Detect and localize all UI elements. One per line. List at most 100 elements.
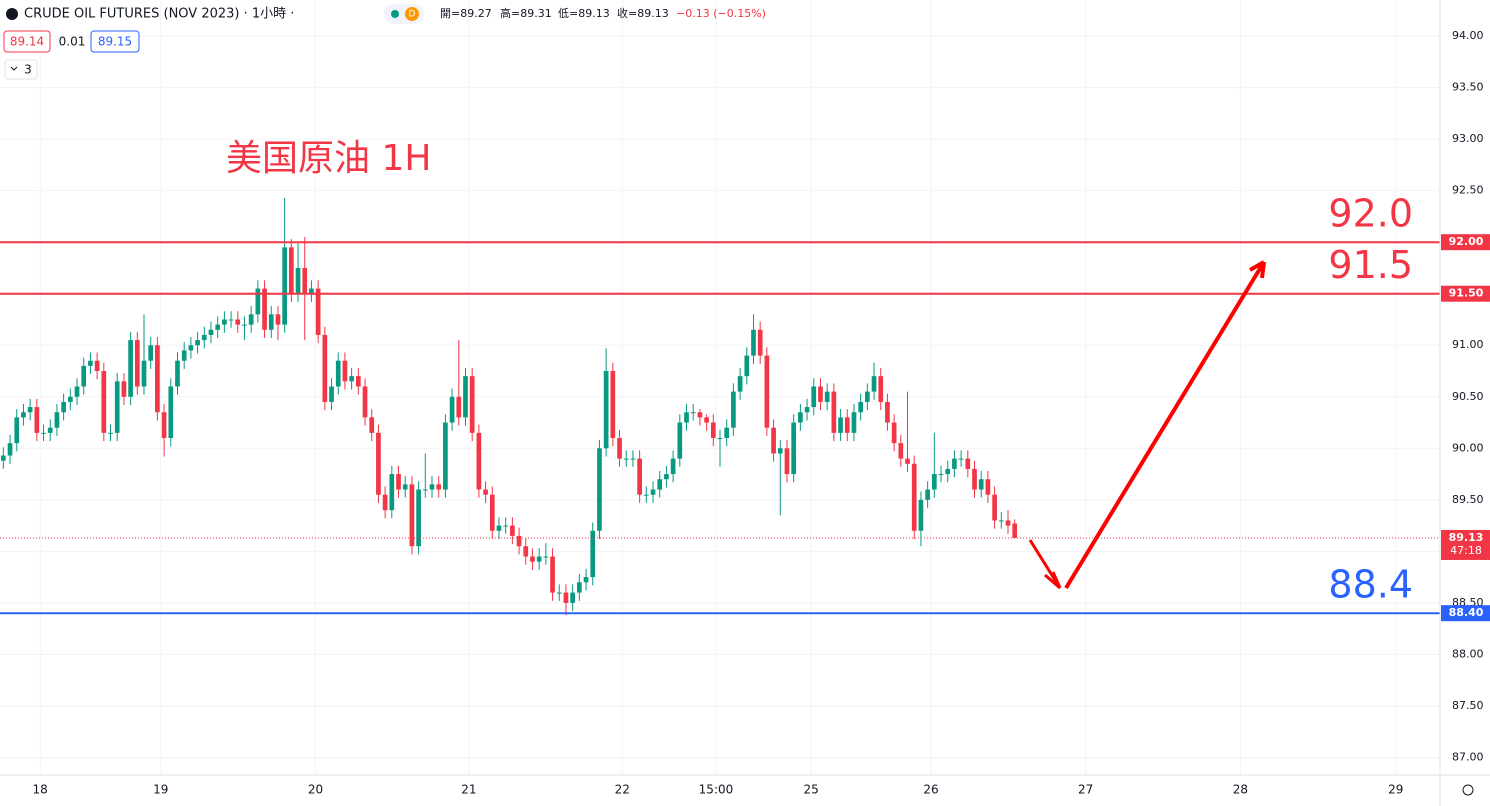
- candle-body: [543, 556, 549, 558]
- candle-body: [168, 386, 174, 438]
- candle-body: [523, 546, 529, 557]
- candle-body: [952, 458, 957, 469]
- candle-body: [757, 329, 763, 356]
- candle-body: [710, 422, 716, 438]
- candle-body: [489, 494, 495, 531]
- last-price-label: 89.13: [1449, 531, 1484, 544]
- candle-body: [510, 525, 515, 536]
- change: −0.13 (−0.15%): [676, 7, 766, 20]
- ohlc-high: 高=89.31: [500, 6, 552, 20]
- candle-body: [128, 340, 133, 397]
- candle-body: [362, 386, 368, 418]
- price-label-bg: [1441, 285, 1490, 302]
- candle-body: [14, 417, 20, 444]
- candle-body: [978, 479, 984, 490]
- arrow-down: [1028, 539, 1062, 590]
- y-tick-label: 91.00: [1452, 338, 1484, 351]
- candle-body: [195, 340, 200, 346]
- candle-body: [925, 489, 930, 500]
- bid-box[interactable]: [3, 30, 51, 53]
- candle-body: [1, 455, 6, 461]
- candle-body: [931, 474, 937, 490]
- candle-body: [376, 432, 381, 495]
- candle-body: [945, 468, 951, 475]
- candle-body: [108, 432, 113, 434]
- candle-body: [751, 329, 756, 356]
- candle-body: [228, 319, 234, 321]
- plot: 92.0 91.5 88.4: [0, 192, 1440, 616]
- chevron: [10, 66, 18, 71]
- candle-body: [583, 577, 589, 583]
- candle-body: [992, 494, 997, 521]
- candle-body: [657, 479, 663, 490]
- x-tick-label: 25: [803, 783, 818, 797]
- candle-body: [536, 556, 542, 562]
- candle-body: [355, 376, 361, 387]
- candle-body: [724, 427, 730, 438]
- x-tick-label: 27: [1078, 783, 1093, 797]
- candle-body: [61, 401, 66, 413]
- candle-body: [302, 267, 308, 294]
- candle-body: [530, 556, 535, 562]
- candle-body: [623, 458, 629, 460]
- arrow-up: [1064, 260, 1266, 590]
- candle-body: [898, 443, 904, 459]
- candle-body: [369, 417, 375, 433]
- candle-body: [222, 319, 227, 325]
- candle-body: [463, 376, 468, 418]
- candle-body: [242, 324, 247, 326]
- candle-body: [34, 407, 40, 433]
- candle-body: [161, 412, 167, 438]
- settings-icon[interactable]: [1462, 784, 1474, 796]
- x-tick-label: 15:00: [699, 783, 734, 797]
- indicator-toggle[interactable]: [4, 59, 38, 80]
- candle-body: [503, 525, 509, 527]
- candle-body: [590, 530, 596, 578]
- candle-body: [577, 582, 582, 593]
- candle-body: [282, 247, 287, 325]
- candle-body: [684, 412, 689, 423]
- candle-body: [764, 355, 770, 428]
- symbol[interactable]: CRUDE OIL FUTURES (NOV 2023) · 1小時 ·: [24, 7, 294, 22]
- ask-box[interactable]: [90, 30, 140, 53]
- price-label: 92.00: [1449, 235, 1484, 248]
- candle-body: [570, 592, 575, 603]
- ask: 89.15: [98, 35, 132, 49]
- candle-body: [704, 417, 709, 423]
- candle-body: [235, 319, 241, 325]
- candle-body: [396, 474, 401, 490]
- y-tick-label: 93.50: [1452, 81, 1484, 94]
- candle-body: [121, 381, 127, 397]
- symbol-icon: [6, 8, 18, 20]
- candle-body: [155, 345, 160, 413]
- candle-body: [496, 525, 502, 531]
- countdown: 47:18: [1450, 544, 1482, 557]
- y-tick-label: 88.00: [1452, 647, 1484, 660]
- candle-body: [335, 360, 341, 387]
- candle-body: [41, 432, 46, 434]
- candle-body: [309, 288, 314, 294]
- candle-body: [670, 458, 676, 475]
- candle-body: [416, 489, 421, 547]
- indicator-count: 3: [24, 63, 32, 77]
- candle-body: [784, 448, 790, 475]
- candle-body: [958, 458, 964, 460]
- candle-body: [563, 592, 569, 603]
- candle-body: [744, 355, 750, 377]
- candle-body: [818, 386, 823, 402]
- candle-body: [255, 288, 261, 315]
- candle-body: [201, 334, 207, 341]
- candle-body: [690, 412, 696, 414]
- candle-body: [650, 489, 656, 495]
- candle-body: [597, 448, 602, 531]
- y-tick-label: 87.00: [1452, 750, 1484, 763]
- candle-body: [289, 247, 294, 294]
- candle-body: [804, 407, 810, 413]
- candle-body: [175, 360, 180, 387]
- candle-body: [208, 329, 214, 335]
- candle-body: [342, 360, 348, 382]
- x-tick-label: 18: [33, 783, 48, 797]
- candle-body: [483, 489, 488, 495]
- x-tick-label: 20: [308, 783, 323, 797]
